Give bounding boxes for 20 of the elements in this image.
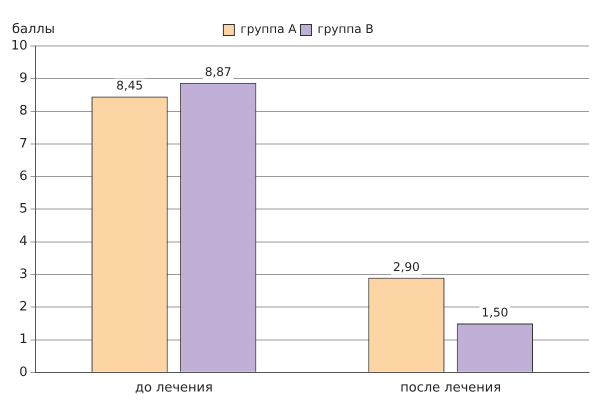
x-tick-label: до лечения bbox=[134, 380, 213, 396]
y-tick-label: 7 bbox=[19, 136, 28, 152]
y-tick-label: 3 bbox=[19, 266, 28, 282]
y-tick-label: 1 bbox=[19, 332, 28, 348]
x-tick-label: после лечения bbox=[400, 380, 502, 396]
legend-label: группа А bbox=[240, 22, 298, 36]
y-tick-label: 6 bbox=[19, 168, 28, 184]
data-label: 1,50 bbox=[482, 306, 508, 320]
y-tick-label: 8 bbox=[19, 104, 28, 119]
y-tick-label: 10 bbox=[10, 38, 28, 54]
y-axis-title: баллы bbox=[12, 22, 55, 37]
y-tick-label: 4 bbox=[19, 234, 28, 250]
data-label: 2,90 bbox=[393, 260, 420, 274]
data-label: 8,45 bbox=[116, 78, 143, 93]
legend-label: группа В bbox=[317, 22, 374, 36]
y-tick-label: 2 bbox=[19, 299, 28, 314]
y-tick-label: 5 bbox=[19, 202, 28, 217]
y-tick-label: 0 bbox=[19, 364, 28, 380]
data-label: 8,87 bbox=[204, 65, 232, 80]
y-tick-label: 9 bbox=[19, 71, 28, 86]
